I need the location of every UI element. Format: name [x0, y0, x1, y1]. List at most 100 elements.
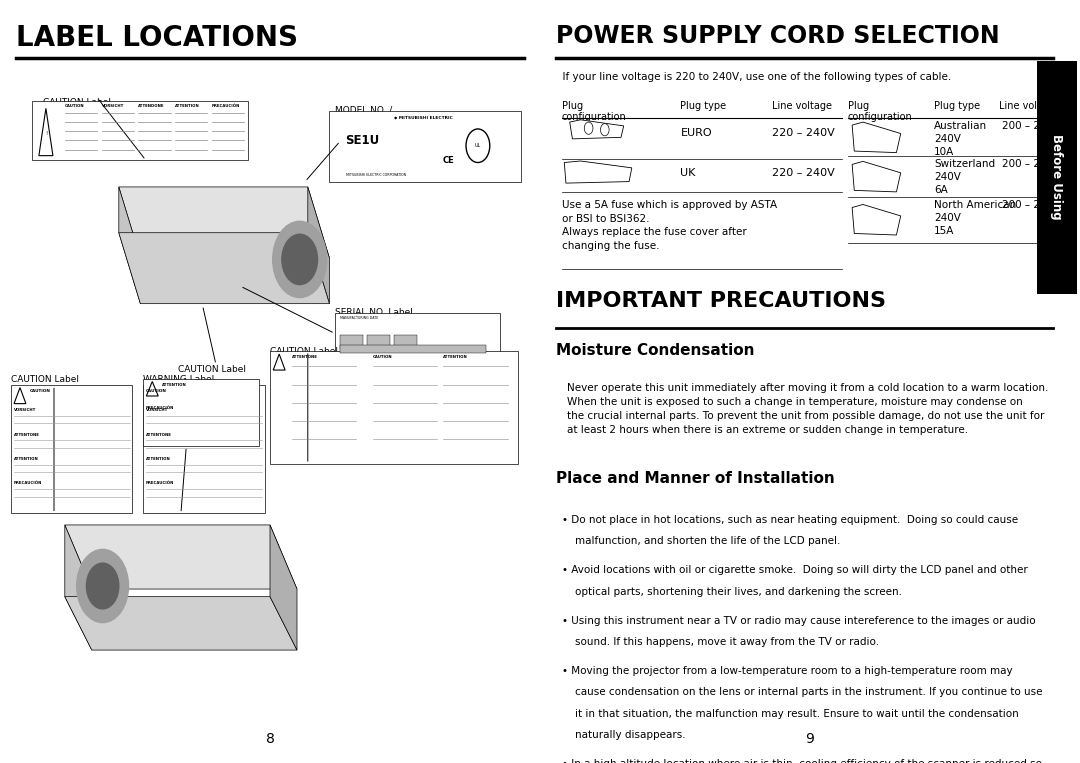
Text: ATTENTONE: ATTENTONE: [292, 355, 318, 359]
Text: SERA. NO.: SERA. NO.: [340, 348, 356, 352]
Text: ATTENTION: ATTENTION: [162, 383, 187, 387]
Text: LABEL LOCATIONS: LABEL LOCATIONS: [16, 24, 298, 53]
Text: WARNING Label: WARNING Label: [143, 375, 214, 385]
FancyBboxPatch shape: [270, 351, 518, 464]
Bar: [340, 345, 486, 353]
Text: CE: CE: [443, 156, 454, 165]
Text: 220 – 240V: 220 – 240V: [772, 168, 835, 178]
Text: MITSUBISHI ELECTRIC CORPORATION: MITSUBISHI ELECTRIC CORPORATION: [346, 173, 406, 177]
Text: North American
240V
15A: North American 240V 15A: [934, 200, 1016, 236]
Text: VORSICHT: VORSICHT: [146, 408, 168, 412]
Text: it in that situation, the malfunction may result. Ensure to wait until the conde: it in that situation, the malfunction ma…: [576, 709, 1018, 719]
Text: • Avoid locations with oil or cigarette smoke.  Doing so will dirty the LCD pane: • Avoid locations with oil or cigarette …: [562, 565, 1027, 575]
Text: If your line voltage is 220 to 240V, use one of the following types of cable.: If your line voltage is 220 to 240V, use…: [556, 72, 951, 82]
Text: ATTENTION: ATTENTION: [13, 457, 38, 461]
Text: PRECAUCIÓN: PRECAUCIÓN: [212, 104, 240, 108]
Text: !: !: [44, 131, 48, 136]
Circle shape: [273, 221, 327, 298]
Circle shape: [282, 234, 318, 285]
Text: Place and Manner of Installation: Place and Manner of Installation: [556, 471, 835, 486]
FancyBboxPatch shape: [32, 101, 248, 160]
Text: UK: UK: [680, 168, 696, 178]
Text: Plug
configuration: Plug configuration: [562, 101, 626, 122]
Polygon shape: [852, 204, 901, 235]
Text: CAUTION: CAUTION: [146, 389, 166, 393]
Text: Before Using: Before Using: [1050, 134, 1064, 220]
Text: CAUTION: CAUTION: [65, 104, 84, 108]
Text: POWER SUPPLY CORD SELECTION: POWER SUPPLY CORD SELECTION: [556, 24, 1000, 48]
Polygon shape: [570, 120, 624, 139]
Text: SE1U: SE1U: [346, 134, 380, 147]
Text: VORSICHT: VORSICHT: [102, 104, 124, 108]
Text: Plug type: Plug type: [680, 101, 727, 111]
FancyBboxPatch shape: [11, 385, 133, 513]
Text: CAUTION Label: CAUTION Label: [270, 347, 338, 356]
Text: ◆ MITSUBISHI ELECTRIC: ◆ MITSUBISHI ELECTRIC: [394, 116, 454, 120]
FancyBboxPatch shape: [1037, 61, 1077, 294]
Text: Switzerland
240V
6A: Switzerland 240V 6A: [934, 159, 996, 195]
Text: IMPORTANT PRECAUTIONS: IMPORTANT PRECAUTIONS: [556, 291, 887, 311]
Text: Use a 5A fuse which is approved by ASTA
or BSI to BSI362.
Always replace the fus: Use a 5A fuse which is approved by ASTA …: [562, 200, 777, 251]
Text: 200 – 240V: 200 – 240V: [1002, 121, 1059, 131]
Text: malfunction, and shorten the life of the LCD panel.: malfunction, and shorten the life of the…: [576, 536, 840, 546]
Polygon shape: [564, 161, 632, 183]
Text: ATTENTION: ATTENTION: [175, 104, 200, 108]
Polygon shape: [65, 597, 297, 650]
Polygon shape: [119, 187, 329, 258]
Text: CAUTION Label: CAUTION Label: [178, 365, 246, 374]
Polygon shape: [308, 187, 329, 304]
Polygon shape: [852, 122, 901, 153]
Polygon shape: [65, 525, 92, 650]
Text: optical parts, shortening their lives, and darkening the screen.: optical parts, shortening their lives, a…: [576, 587, 902, 597]
Text: 220 – 240V: 220 – 240V: [772, 128, 835, 138]
Circle shape: [77, 549, 129, 623]
Text: UL: UL: [475, 143, 481, 148]
Text: ATTENTONE: ATTENTONE: [146, 433, 172, 436]
Text: Line voltage: Line voltage: [999, 101, 1059, 111]
Text: naturally disappears.: naturally disappears.: [576, 730, 686, 740]
Text: PRECAUCIÓN: PRECAUCIÓN: [146, 406, 174, 410]
Circle shape: [600, 124, 609, 136]
Text: • In a high altitude location where air is thin, cooling efficiency of the scann: • In a high altitude location where air …: [562, 759, 1041, 763]
Text: CAUTION: CAUTION: [30, 389, 51, 393]
Text: ATTENTION: ATTENTION: [443, 355, 468, 359]
Polygon shape: [65, 525, 297, 589]
Text: • Do not place in hot locations, such as near heating equipment.  Doing so could: • Do not place in hot locations, such as…: [562, 515, 1017, 525]
Text: 200 – 240V: 200 – 240V: [1002, 200, 1059, 210]
Polygon shape: [852, 162, 901, 192]
FancyBboxPatch shape: [143, 379, 259, 446]
Text: PRECAUCIÓN: PRECAUCIÓN: [13, 481, 42, 485]
Text: Line voltage: Line voltage: [772, 101, 833, 111]
Polygon shape: [119, 233, 329, 304]
Text: SERIAL NO. Label: SERIAL NO. Label: [335, 308, 413, 317]
FancyBboxPatch shape: [143, 385, 265, 513]
Text: • Moving the projector from a low-temperature room to a high-temperature room ma: • Moving the projector from a low-temper…: [562, 666, 1012, 676]
Polygon shape: [270, 525, 297, 650]
Text: VORSICHT: VORSICHT: [13, 408, 36, 412]
FancyBboxPatch shape: [329, 111, 522, 182]
Text: Plug type: Plug type: [934, 101, 981, 111]
Bar: [367, 335, 390, 349]
Text: 9: 9: [806, 732, 814, 746]
Text: MANUFACTURING DATE: MANUFACTURING DATE: [340, 316, 378, 320]
Text: sound. If this happens, move it away from the TV or radio.: sound. If this happens, move it away fro…: [576, 637, 879, 647]
Text: Moisture Condensation: Moisture Condensation: [556, 343, 755, 359]
Text: • Using this instrument near a TV or radio may cause intereference to the images: • Using this instrument near a TV or rad…: [562, 616, 1036, 626]
Text: ATTENDONE: ATTENDONE: [138, 104, 165, 108]
Bar: [394, 335, 417, 349]
Text: cause condensation on the lens or internal parts in the instrument. If you conti: cause condensation on the lens or intern…: [576, 687, 1042, 697]
Text: PRECAUCIÓN: PRECAUCIÓN: [146, 481, 174, 485]
Text: ATTENTONE: ATTENTONE: [13, 433, 39, 436]
Text: CAUTION Label: CAUTION Label: [43, 98, 111, 107]
Polygon shape: [119, 187, 140, 304]
Text: EURO: EURO: [680, 128, 712, 138]
Text: Australian
240V
10A: Australian 240V 10A: [934, 121, 987, 157]
Circle shape: [86, 563, 119, 609]
Text: 8: 8: [266, 732, 274, 746]
Text: Plug
configuration: Plug configuration: [848, 101, 913, 122]
Text: ATTENTION: ATTENTION: [146, 457, 171, 461]
Text: MODEL NO. /
RATING Label: MODEL NO. / RATING Label: [335, 105, 395, 126]
Text: 200 – 240V: 200 – 240V: [1002, 159, 1059, 169]
Text: CAUTION: CAUTION: [373, 355, 392, 359]
Bar: [340, 335, 363, 349]
